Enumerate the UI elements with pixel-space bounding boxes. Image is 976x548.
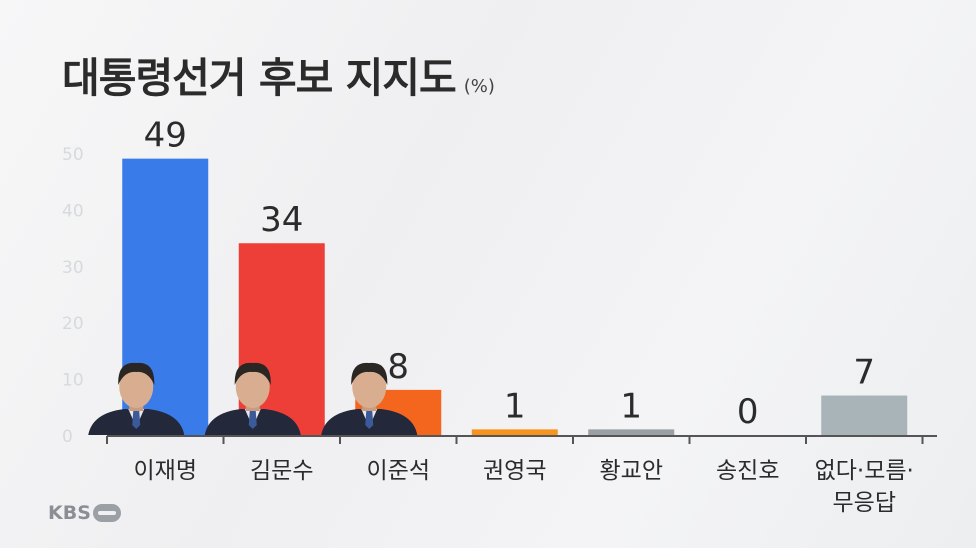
category-label-4: 황교안 — [600, 458, 663, 484]
category-label-5: 송진호 — [716, 458, 779, 484]
category-label-3: 권영국 — [483, 458, 546, 484]
category-label-1: 김문수 — [250, 458, 313, 484]
data-label-2: 8 — [387, 347, 409, 387]
y-tick-label-10: 10 — [62, 371, 84, 391]
kbs-logo-text: KBS — [48, 502, 91, 524]
data-label-0: 49 — [144, 116, 187, 156]
data-label-6: 7 — [853, 353, 875, 393]
y-tick-label-40: 40 — [62, 201, 84, 221]
data-label-3: 1 — [504, 386, 526, 426]
bar-6 — [821, 395, 908, 435]
y-tick-label-50: 50 — [62, 145, 84, 165]
candidate-portrait-2 — [321, 362, 418, 435]
category-label-0: 이재명 — [134, 458, 197, 484]
data-label-1: 34 — [260, 200, 303, 240]
candidate-portrait-1 — [204, 362, 301, 435]
data-label-4: 1 — [620, 386, 642, 426]
chart-title: 대통령선거 후보 지지도 — [62, 54, 457, 102]
chart-title-group: 대통령선거 후보 지지도 (%) — [62, 44, 495, 104]
y-tick-label-20: 20 — [62, 314, 84, 334]
bar-4 — [588, 429, 675, 435]
kbs-logo-icon — [92, 504, 121, 522]
category-label-6: 없다·모름· 무응답 — [815, 458, 914, 516]
bar-3 — [471, 429, 558, 435]
category-label-2: 이준석 — [367, 458, 430, 484]
data-label-5: 0 — [737, 392, 759, 432]
y-tick-label-30: 30 — [62, 258, 84, 278]
y-tick-label-0: 0 — [62, 427, 73, 447]
chart-unit: (%) — [463, 76, 495, 97]
candidate-portrait-0 — [88, 362, 185, 435]
kbs-logo: KBS — [48, 502, 121, 524]
